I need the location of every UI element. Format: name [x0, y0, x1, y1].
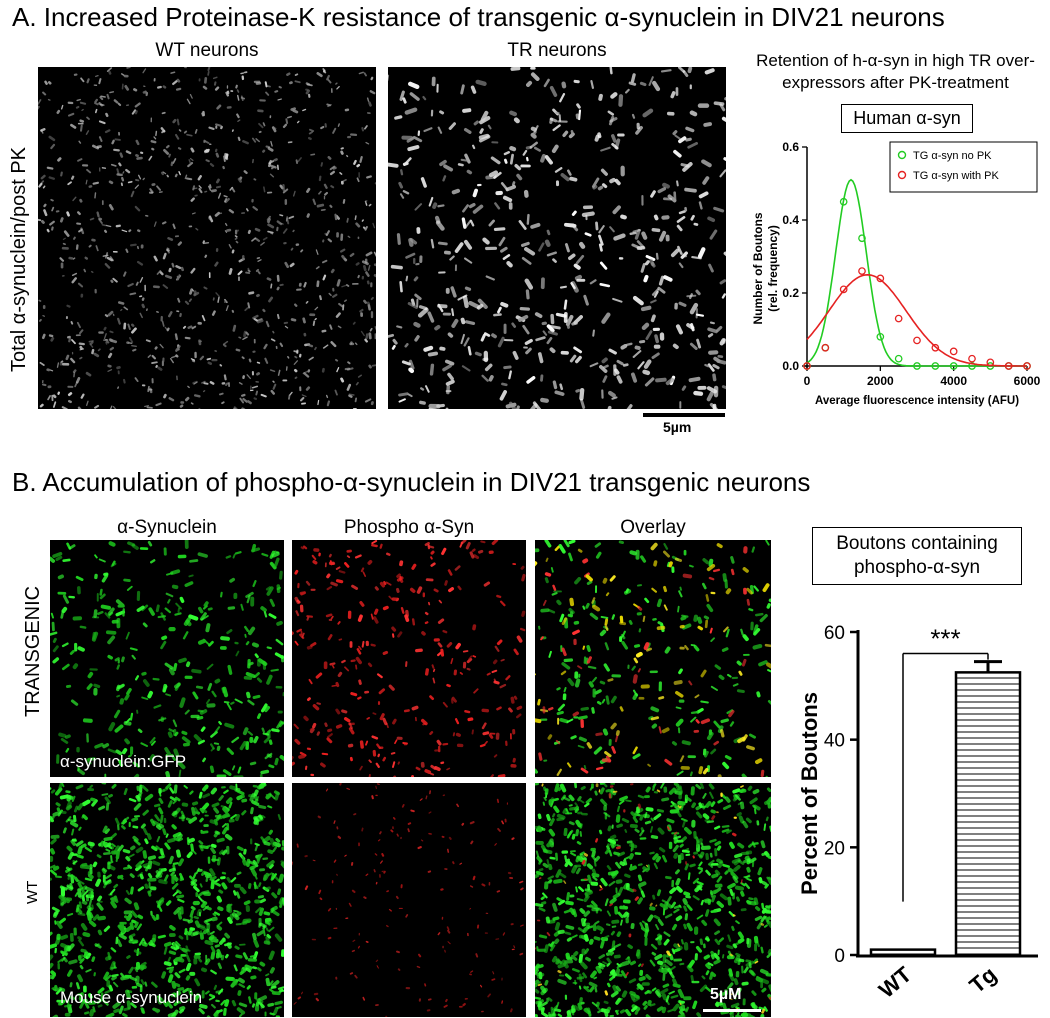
data-point	[894, 314, 903, 323]
scale-bar-b	[703, 1009, 761, 1012]
data-point	[913, 362, 921, 370]
x-tick-label: 0	[804, 374, 811, 388]
micrograph-tr-neurons	[388, 67, 726, 409]
data-point	[821, 343, 830, 352]
bar-chart: 0 20 40 60 Percent of Boutons WT Tg ***	[797, 623, 1038, 1003]
section-a-title: A. Increased Proteinase-K resistance of …	[12, 2, 945, 32]
data-point	[986, 358, 995, 367]
column-label-overlay: Overlay	[620, 517, 686, 538]
micrograph-texture	[50, 540, 284, 777]
data-point	[1023, 362, 1031, 370]
micrograph-texture	[535, 540, 771, 777]
micrograph-texture	[50, 783, 284, 1017]
micrograph-tg-synuclein	[50, 540, 284, 777]
bar-Tg	[954, 671, 1022, 957]
x-tick-label: 2000	[867, 374, 894, 388]
data-point	[839, 285, 848, 294]
data-point	[931, 362, 940, 370]
micrograph-wt-overlay	[535, 783, 771, 1017]
data-point	[858, 267, 866, 275]
micrograph-texture	[292, 783, 524, 1017]
data-point	[1004, 362, 1013, 370]
x-axis-label: Average fluorescence intensity (AFU)	[815, 395, 1019, 407]
data-point	[949, 362, 958, 370]
x-tick-label: WT	[874, 961, 917, 1002]
data-point	[931, 343, 940, 352]
bar-chart-title: Boutons containing phospho-α-syn	[812, 527, 1022, 585]
micrograph-texture	[38, 67, 376, 409]
micrograph-wt-synuclein	[50, 783, 284, 1017]
scale-bar-b-label: 5µM	[710, 986, 742, 1003]
y-tick-label: 20	[824, 838, 845, 859]
row-label-total-synuclein: Total α-synuclein/post PK	[8, 147, 30, 372]
data-point	[894, 354, 903, 363]
x-tick-label: 4000	[940, 374, 967, 388]
micrograph-wt-phospho	[292, 783, 526, 1017]
legend-marker	[897, 170, 907, 180]
y-tick-label: 40	[824, 731, 845, 752]
y-tick-label: 0.4	[782, 213, 799, 227]
x-tick-label: 6000	[1014, 374, 1041, 388]
legend-marker	[897, 150, 907, 160]
column-label-synuclein: α-Synuclein	[117, 517, 217, 538]
data-point	[968, 354, 976, 363]
inset-label-gfp: α-synuclein:GFP	[60, 752, 187, 771]
bar-WT	[869, 948, 937, 957]
micrograph-texture	[388, 67, 726, 409]
micrograph-tg-phospho	[292, 540, 526, 777]
row-label-wt: WT	[24, 880, 41, 904]
y-tick-label: 0	[834, 946, 845, 967]
line-chart: 0.0 0.2 0.4 0.6 0 2000 4000 6000 Average fluores…	[751, 140, 1041, 407]
column-label-phospho: Phospho α-Syn	[343, 517, 475, 538]
significance-label: ***	[930, 624, 960, 654]
chart-legend: TG α-syn no PK TG α-syn with PK	[889, 141, 1038, 193]
legend-box	[889, 141, 1038, 193]
y-axis-label: Number of Boutons	[751, 212, 765, 324]
data-point	[949, 347, 958, 356]
significance-bracket	[902, 652, 989, 902]
row-label-transgenic: TRANSGENIC	[22, 585, 44, 717]
data-point	[876, 274, 885, 283]
data-point	[913, 336, 921, 345]
y-tick-label: 60	[824, 623, 845, 644]
section-b-title: B. Accumulation of phospho-α-synuclein i…	[12, 467, 811, 497]
data-point	[803, 362, 811, 370]
legend-label: TG α-syn with PK	[913, 170, 999, 182]
panel-label-tr-neurons: TR neurons	[507, 40, 607, 61]
micrograph-texture	[292, 540, 526, 777]
y-tick-label: 0.2	[782, 286, 799, 300]
data-point	[876, 332, 885, 341]
line-chart-subtitle: Human α-syn	[841, 104, 973, 133]
y-axis-label: Percent of Boutons	[797, 692, 822, 895]
scale-bar-a-label: 5µm	[663, 419, 692, 435]
scale-bar-a	[643, 413, 725, 417]
micrograph-texture	[535, 783, 771, 1017]
fit-curve-1	[806, 178, 1027, 367]
panel-label-wt-neurons: WT neurons	[155, 40, 259, 61]
data-point	[858, 234, 866, 243]
y-axis-label-units: (rel. frequency)	[766, 225, 780, 312]
y-tick-label: 0.6	[782, 140, 799, 154]
legend-label: TG α-syn no PK	[913, 150, 992, 162]
line-chart-title: Retention of h-α-syn in high TR over-exp…	[756, 51, 1035, 92]
inset-label-mouse: Mouse α-synuclein	[60, 988, 203, 1007]
data-point	[968, 362, 976, 370]
y-tick-label: 0.0	[782, 359, 799, 373]
micrograph-wt-neurons	[38, 67, 376, 409]
x-tick-label: Tg	[965, 962, 1002, 998]
micrograph-tg-overlay	[535, 540, 771, 777]
micrograph-texture	[535, 542, 771, 777]
data-point	[839, 197, 848, 206]
